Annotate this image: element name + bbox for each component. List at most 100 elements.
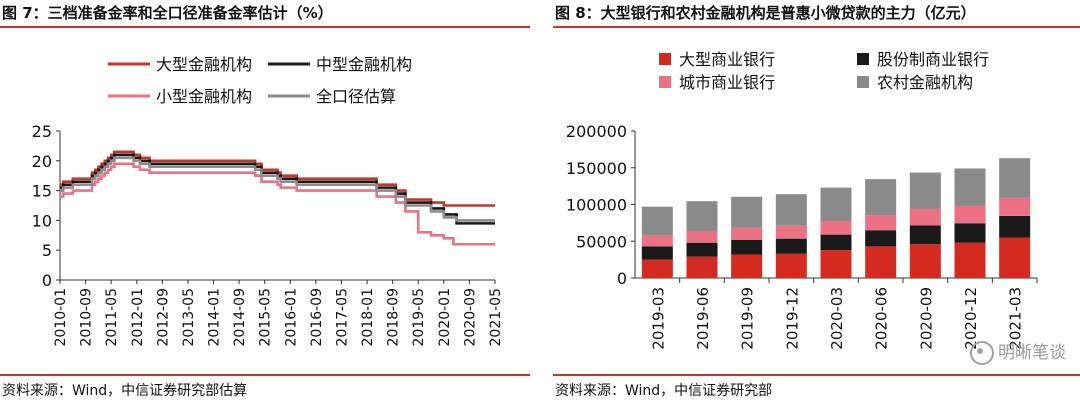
bar-segment xyxy=(641,235,673,247)
legend-swatch xyxy=(659,53,671,65)
y-tick-label: 20 xyxy=(32,152,52,171)
y-tick-label: 5 xyxy=(42,241,52,260)
y-tick-label: 25 xyxy=(32,122,52,141)
bar-segment xyxy=(820,187,852,222)
bar-segment xyxy=(954,205,986,224)
bar-segment xyxy=(731,196,763,228)
y-tick-label: 200000 xyxy=(566,122,627,141)
series-line xyxy=(60,153,495,225)
bar-segment xyxy=(999,237,1031,278)
bar-segment xyxy=(909,208,941,226)
bar-segment xyxy=(731,227,763,240)
bar-segment xyxy=(999,215,1031,238)
bar-segment xyxy=(820,234,852,251)
series-line xyxy=(60,156,495,222)
x-tick-label: 2010-01 xyxy=(53,288,69,347)
right-chart-title: 图 8：大型银行和农村金融机构是普惠小微贷款的主力（亿元） xyxy=(555,4,976,22)
right-top-rule xyxy=(553,26,1080,28)
legend-swatch xyxy=(659,76,671,88)
legend-label: 大型商业银行 xyxy=(679,50,775,69)
x-tick-label: 2014-01 xyxy=(207,288,223,347)
y-tick-label: 15 xyxy=(32,182,52,201)
y-tick-label: 50000 xyxy=(576,232,627,251)
x-tick-label: 2021-03 xyxy=(1007,287,1025,350)
bar-segment xyxy=(909,172,941,209)
bar-segment xyxy=(954,223,986,243)
bar-segment xyxy=(999,158,1031,198)
x-tick-label: 2020-06 xyxy=(873,287,891,350)
bar-segment xyxy=(731,239,763,255)
y-tick-label: 0 xyxy=(617,269,627,288)
y-tick-label: 10 xyxy=(32,211,52,230)
legend-label: 城市商业银行 xyxy=(679,73,775,92)
x-tick-label: 2019-12 xyxy=(783,287,801,350)
x-tick-label: 2012-09 xyxy=(155,288,171,347)
right-chart-panel: 图 8：大型银行和农村金融机构是普惠小微贷款的主力（亿元） 0 50000 1000… xyxy=(553,0,1080,406)
x-tick-label: 2015-05 xyxy=(258,288,274,347)
bar-segment xyxy=(820,250,852,278)
legend-label: 大型金融机构 xyxy=(156,55,252,74)
bar-segment xyxy=(641,206,673,236)
bar-segment xyxy=(775,225,807,239)
legend-label: 小型金融机构 xyxy=(156,87,252,106)
x-tick-label: 2019-05 xyxy=(411,288,427,347)
bar-segment xyxy=(954,168,986,206)
y-tick-label: 150000 xyxy=(566,159,627,178)
bar-segment xyxy=(865,230,897,247)
bar-segment xyxy=(999,197,1031,216)
left-top-rule xyxy=(0,26,530,28)
x-tick-label: 2020-09 xyxy=(462,288,478,347)
x-tick-label: 2012-01 xyxy=(130,288,146,347)
left-chart-title: 图 7：三档准备金率和全口径准备金率估计（%） xyxy=(2,4,333,22)
right-bottom-rule xyxy=(553,374,1080,376)
legend-swatch xyxy=(857,53,869,65)
legend-label: 股份制商业银行 xyxy=(877,50,989,69)
x-tick-label: 2020-01 xyxy=(437,288,453,347)
x-tick-label: 2019-06 xyxy=(694,287,712,350)
bar-segment xyxy=(775,194,807,226)
right-chart-source: 资料来源：Wind，中信证券研究部 xyxy=(555,383,773,399)
bar-segment xyxy=(775,238,807,254)
small-micro-loan-bar-chart: 0 50000 100000 150000 200000 2019-03 2019-06 20… xyxy=(566,50,1038,350)
bar-segment xyxy=(641,259,673,278)
x-tick-label: 2019-03 xyxy=(649,287,667,350)
watermark-text: 明晰笔谈 xyxy=(998,343,1066,363)
x-tick-label: 2013-05 xyxy=(181,288,197,347)
x-tick-label: 2019-09 xyxy=(739,287,757,350)
bar-segment xyxy=(686,201,718,231)
x-tick-label: 2020-09 xyxy=(917,287,935,350)
bar-segment xyxy=(954,242,986,278)
bar-segment xyxy=(909,244,941,278)
bar-segment xyxy=(909,225,941,245)
bar-segment xyxy=(641,246,673,260)
bar-segment xyxy=(686,256,718,278)
left-chart-source: 资料来源：Wind，中信证券研究部估算 xyxy=(2,383,248,399)
bar-segment xyxy=(731,254,763,278)
left-chart-panel: 图 7：三档准备金率和全口径准备金率估计（%） 0 5 10 15 20 25 2010-0… xyxy=(0,0,530,406)
x-tick-label: 2010-09 xyxy=(79,288,95,347)
left-bottom-rule xyxy=(0,374,530,376)
x-tick-label: 2018-09 xyxy=(386,288,402,347)
legend-label: 农村金融机构 xyxy=(877,73,973,92)
legend-swatch xyxy=(857,76,869,88)
wechat-logo-icon xyxy=(970,341,994,365)
legend-label: 全口径估算 xyxy=(316,87,396,106)
reserve-ratio-line-chart: 0 5 10 15 20 25 2010-01 2010-09 2011-05 2012-01 20… xyxy=(32,55,504,347)
bar-segment xyxy=(686,230,718,243)
watermark: 明晰笔谈 xyxy=(970,338,1066,365)
bar-segment xyxy=(865,215,897,231)
y-tick-label: 0 xyxy=(42,271,52,290)
bar-segment xyxy=(686,242,718,257)
bar-segment xyxy=(775,253,807,278)
legend-label: 中型金融机构 xyxy=(316,55,412,74)
y-tick-label: 100000 xyxy=(566,196,627,215)
x-tick-label: 2017-05 xyxy=(334,288,350,347)
x-tick-label: 2016-01 xyxy=(283,288,299,347)
x-tick-label: 2014-09 xyxy=(232,288,248,347)
x-tick-label: 2016-09 xyxy=(309,288,325,347)
x-tick-label: 2020-12 xyxy=(962,287,980,350)
bar-segment xyxy=(820,221,852,235)
x-tick-label: 2011-05 xyxy=(104,288,120,347)
bar-segment xyxy=(865,246,897,278)
x-tick-label: 2021-05 xyxy=(488,288,504,347)
